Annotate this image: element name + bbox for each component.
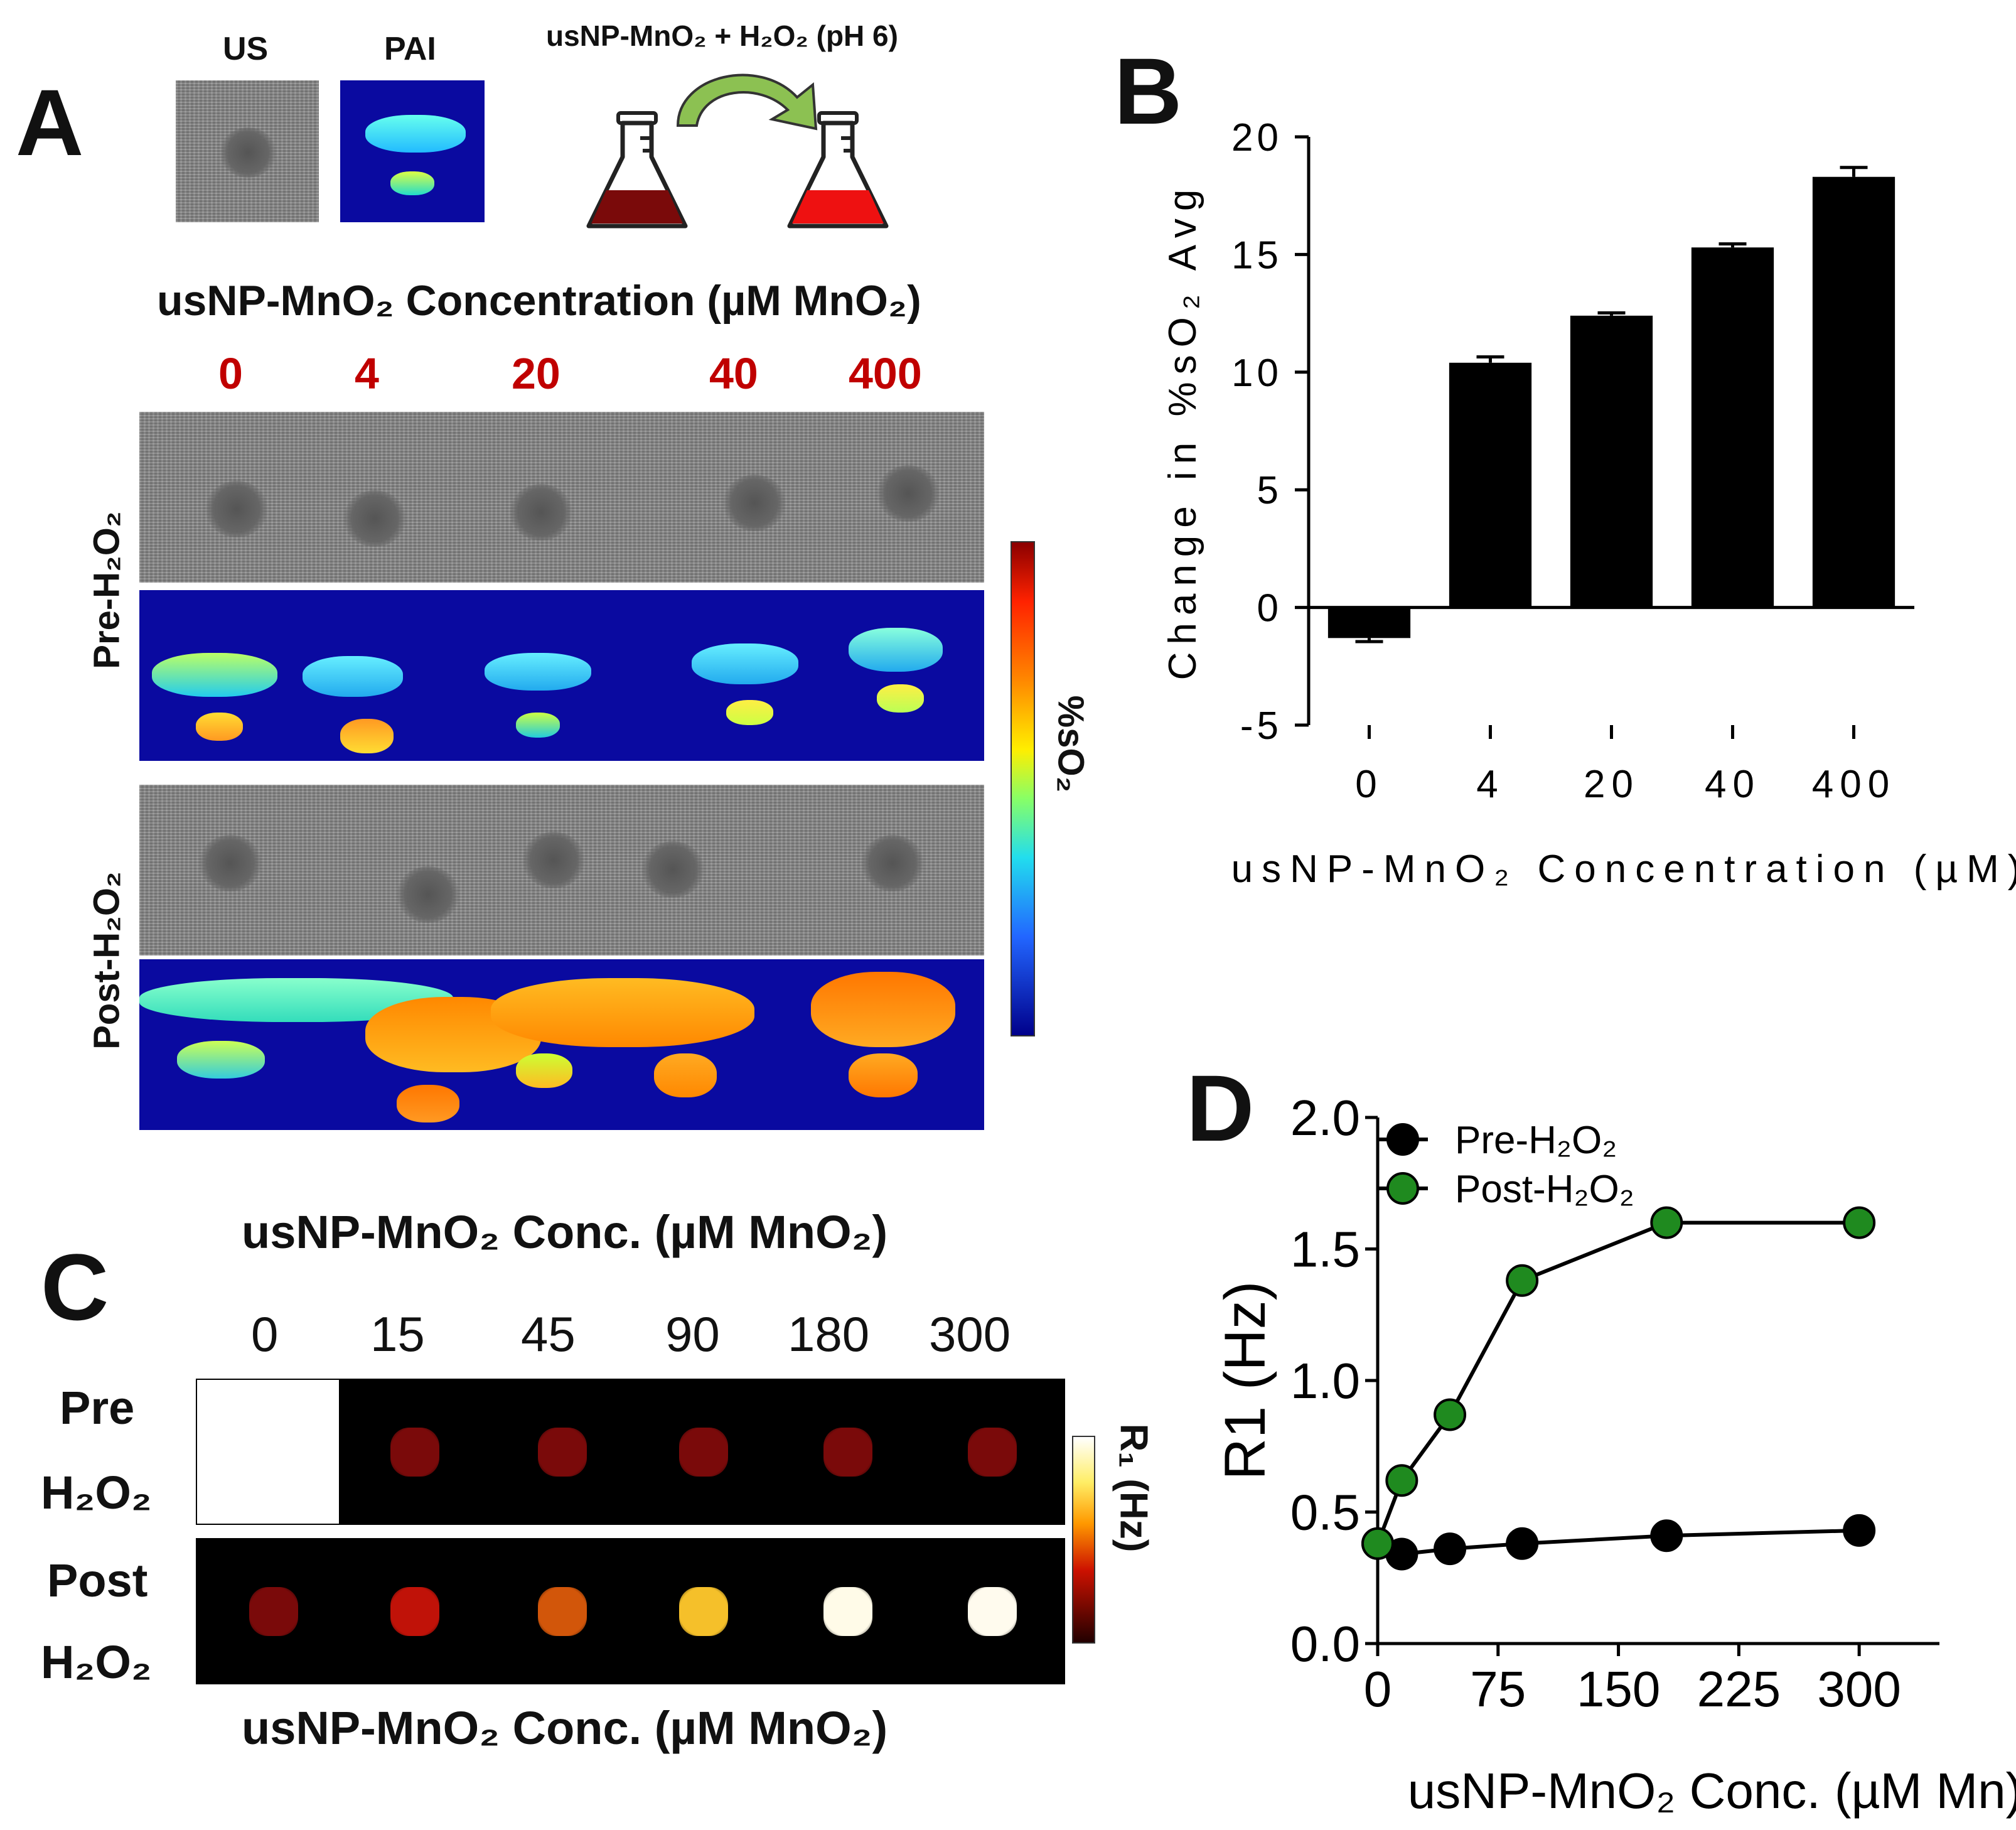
chart-b: 20 15 10 5 0 -5 0 4 20 40 400 Change in %sO₂ Avg usN… xyxy=(1161,116,2016,891)
concentration-label: 40 xyxy=(709,349,758,398)
data-point xyxy=(1361,1527,1394,1560)
r1-colorbar xyxy=(1072,1436,1095,1644)
mri-post-row xyxy=(196,1538,1065,1684)
y-axis-label: Change in %sO₂ Avg xyxy=(1161,182,1204,681)
panel-a-concentration-title: usNP-MnO₂ Concentration (µM MnO₂) xyxy=(157,277,921,325)
chart-d: 0.0 0.5 1.0 1.5 2.0 0 75 150 225 300 Pre-H₂O₂ Post-… xyxy=(1213,1090,2016,1819)
mri-well xyxy=(538,1428,587,1477)
mri-well xyxy=(249,1587,298,1636)
pai-thumbnail xyxy=(340,80,485,222)
mri-concentration-label: 300 xyxy=(929,1306,1011,1362)
mri-well xyxy=(390,1428,439,1477)
mri-well xyxy=(679,1428,728,1477)
mri-post-label-line1: Post xyxy=(47,1554,148,1607)
series-line xyxy=(1376,1220,1860,1544)
concentration-label: 4 xyxy=(355,349,379,398)
x-tick-label: 225 xyxy=(1697,1661,1781,1717)
pre-pai-strip xyxy=(139,590,984,761)
x-tick-label: 400 xyxy=(1812,763,1895,806)
mri-well xyxy=(968,1587,1017,1636)
panel-d-letter: D xyxy=(1186,1055,1255,1161)
legend-label: Pre-H₂O₂ xyxy=(1455,1119,1617,1162)
data-point xyxy=(1506,1527,1539,1560)
mri-pre-row xyxy=(196,1379,1065,1525)
pai-label: PAI xyxy=(384,31,436,67)
panel-a-letter: A xyxy=(16,70,84,175)
y-tick-label: 5 xyxy=(1257,469,1282,512)
y-tick-label: 20 xyxy=(1231,116,1282,159)
y-tick-label: -5 xyxy=(1240,704,1282,748)
reaction-arrow-icon xyxy=(676,73,818,131)
y-tick-label: 0 xyxy=(1257,587,1282,630)
flask-after-icon xyxy=(787,111,889,229)
bar xyxy=(1327,607,1411,638)
x-tick-label: 20 xyxy=(1584,763,1639,806)
mri-well xyxy=(823,1428,872,1477)
bar xyxy=(1449,362,1532,608)
bar xyxy=(1691,247,1774,608)
y-tick-label: 0.5 xyxy=(1290,1485,1360,1541)
y-tick-label: 10 xyxy=(1231,352,1282,395)
panel-c-top-title: usNP-MnO₂ Conc. (µM MnO₂) xyxy=(242,1206,888,1258)
mri-concentration-label: 15 xyxy=(370,1306,425,1362)
concentration-label: 400 xyxy=(849,349,922,398)
legend-marker xyxy=(1386,1123,1419,1156)
data-point xyxy=(1434,1532,1467,1566)
x-tick-label: 4 xyxy=(1476,763,1504,806)
concentration-label: 20 xyxy=(512,349,560,398)
x-tick-label: 75 xyxy=(1470,1661,1526,1717)
mri-post-label-line2: H₂O₂ xyxy=(41,1636,152,1688)
bar xyxy=(1812,176,1895,608)
mri-well xyxy=(968,1428,1017,1477)
mri-blank-well xyxy=(196,1379,340,1525)
flask-before-icon xyxy=(586,111,688,229)
mri-concentration-label: 0 xyxy=(251,1306,279,1362)
us-label: US xyxy=(223,31,269,67)
panel-c-bottom-title: usNP-MnO₂ Conc. (µM MnO₂) xyxy=(242,1702,888,1754)
y-tick-label: 2.0 xyxy=(1290,1090,1360,1146)
reaction-label: usNP-MnO₂ + H₂O₂ (pH 6) xyxy=(546,19,898,52)
y-tick-label: 15 xyxy=(1231,234,1282,277)
data-point xyxy=(1843,1206,1876,1239)
us-thumbnail xyxy=(176,80,319,222)
mri-concentration-label: 180 xyxy=(788,1306,870,1362)
legend-marker xyxy=(1386,1172,1419,1205)
x-tick-label: 300 xyxy=(1817,1661,1901,1717)
mri-well xyxy=(679,1587,728,1636)
x-axis-label: usNP-MnO₂ Concentration (µM) xyxy=(1231,848,2016,891)
post-ultrasound-strip xyxy=(139,785,984,955)
data-point xyxy=(1650,1206,1683,1239)
concentration-label: 0 xyxy=(218,349,243,398)
mri-well xyxy=(538,1587,587,1636)
x-tick-label: 0 xyxy=(1364,1661,1392,1717)
mri-concentration-label: 90 xyxy=(665,1306,720,1362)
y-tick-label: 1.5 xyxy=(1290,1222,1360,1278)
mri-concentration-label: 45 xyxy=(521,1306,576,1362)
mri-pre-label-line2: H₂O₂ xyxy=(41,1467,152,1519)
x-tick-label: 0 xyxy=(1355,763,1383,806)
pre-ultrasound-strip xyxy=(139,412,984,583)
data-point xyxy=(1385,1464,1418,1497)
data-point xyxy=(1843,1514,1876,1547)
x-tick-label: 150 xyxy=(1577,1661,1660,1717)
mri-pre-label-line1: Pre xyxy=(60,1382,135,1434)
y-axis-label: R1 (Hz) xyxy=(1213,1281,1277,1480)
panel-c-letter: C xyxy=(41,1234,109,1340)
y-tick-label: 1.0 xyxy=(1290,1353,1360,1409)
mri-well xyxy=(390,1587,439,1636)
data-point xyxy=(1506,1264,1539,1297)
post-pai-strip xyxy=(139,959,984,1130)
legend-label: Post-H₂O₂ xyxy=(1455,1168,1634,1211)
bar xyxy=(1570,315,1653,608)
x-tick-label: 40 xyxy=(1705,763,1761,806)
so2-colorbar xyxy=(1011,541,1035,1036)
panel-b-letter: B xyxy=(1114,38,1182,144)
data-point xyxy=(1650,1519,1683,1553)
data-point xyxy=(1434,1398,1467,1431)
y-tick-label: 0.0 xyxy=(1290,1616,1360,1672)
mri-well xyxy=(823,1587,872,1636)
x-axis-label: usNP-MnO₂ Conc. (µM Mn) xyxy=(1408,1763,2016,1819)
